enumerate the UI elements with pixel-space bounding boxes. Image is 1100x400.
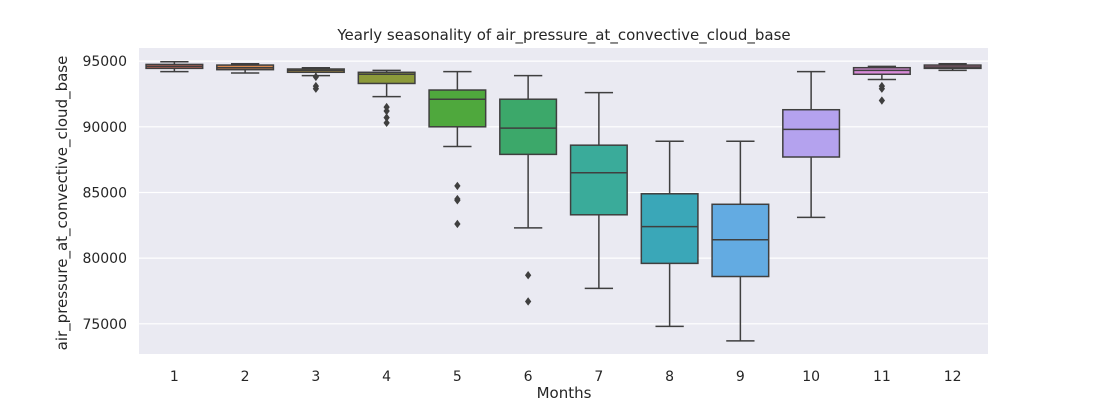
outlier-point [312,72,320,82]
y-axis-label: air_pressure_at_convective_cloud_base [53,56,72,351]
box-month-2 [216,63,275,74]
box-month-9 [711,140,770,342]
x-tick-label: 11 [873,369,891,385]
box-month-6 [499,74,558,306]
x-tick-labels: 1 2 3 4 5 6 7 8 9 10 11 12 [170,369,962,385]
x-tick-label: 4 [382,369,391,385]
y-tick-label: 95000 [82,54,127,70]
x-tick-label: 6 [524,369,533,385]
outlier-point [878,84,886,93]
x-tick-label: 1 [170,369,179,385]
x-tick-label: 2 [241,369,250,385]
box-iqr [499,98,558,156]
x-tick-label: 8 [665,369,674,385]
x-tick-label: 12 [944,369,962,385]
x-tick-label: 10 [802,369,820,385]
box-iqr [428,89,487,128]
chart-title: Yearly seasonality of air_pressure_at_co… [336,26,790,45]
boxes [145,61,982,342]
box-month-3 [286,66,345,93]
box-month-11 [852,65,911,105]
y-tick-label: 80000 [82,251,127,267]
box-iqr [782,108,841,158]
outlier-point [524,297,532,306]
plot-area [139,48,988,354]
y-tick-label: 75000 [82,317,127,333]
x-tick-label: 5 [453,369,462,385]
outlier-point [454,196,461,205]
gridlines [139,60,988,325]
outlier-point [878,96,886,105]
outlier-point [454,219,461,229]
x-axis-label: Months [537,384,592,400]
y-tick-labels: 75000 80000 85000 90000 95000 [82,54,127,333]
outlier-point [524,271,532,280]
y-tick-label: 90000 [82,120,127,136]
outlier-point [312,84,320,93]
box-month-12 [923,63,982,72]
box-month-10 [782,70,841,219]
box-month-4 [357,69,416,128]
x-tick-label: 7 [594,369,603,385]
box-iqr [569,144,628,216]
outlier-point [383,118,390,128]
box-month-7 [569,91,628,290]
box-month-8 [640,140,699,328]
y-tick-label: 85000 [82,185,127,201]
box-month-5 [428,70,487,229]
box-iqr [357,71,416,85]
outlier-point [383,113,390,122]
outlier-point [383,106,390,116]
x-tick-label: 9 [736,369,745,385]
x-tick-label: 3 [311,369,320,385]
outlier-point [454,181,461,191]
box-month-1 [145,61,204,73]
box-iqr [640,193,699,265]
